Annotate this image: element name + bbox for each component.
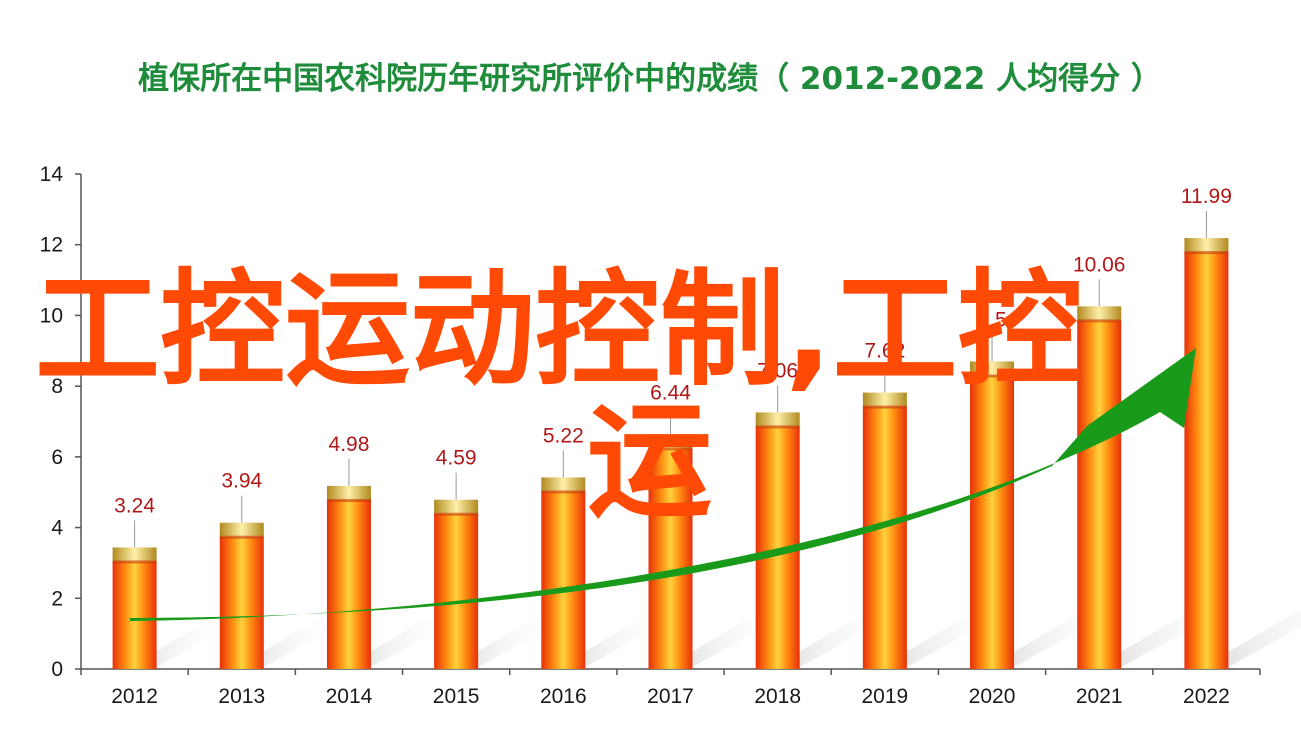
bar-cap-edge: [755, 425, 800, 429]
bar-cap: [1077, 306, 1122, 321]
x-tick-label: 2016: [540, 685, 587, 708]
x-tick-label: 2019: [862, 685, 909, 708]
bar-cap-edge: [648, 447, 693, 451]
chart-title: 植保所在中国农科院历年研究所评价中的成绩（ 2012-2022 人均得分 ）: [138, 61, 1162, 97]
bar: [326, 499, 371, 669]
y-tick-label: 2: [51, 587, 63, 610]
bar-cap: [219, 522, 264, 537]
y-axis-ticks: 0 2 4 6 8 10 12 14: [40, 163, 81, 681]
bar: [112, 561, 157, 669]
bar-cap: [434, 499, 479, 514]
bars: [112, 238, 1229, 669]
y-tick-label: 6: [51, 446, 63, 469]
bar-cap-edge: [434, 512, 479, 516]
data-labels: 3.24 3.94 4.98 4.59 5.22 6.44 7.06 7.62 8.5 10.06…: [114, 185, 1232, 548]
y-tick-label: 14: [40, 163, 64, 186]
y-tick-label: 10: [40, 304, 63, 327]
bar-cap-edge: [970, 374, 1015, 378]
bar-shadow: [666, 607, 783, 667]
x-tick-label: 2020: [969, 685, 1016, 708]
bar-cap: [648, 434, 693, 449]
data-label: 7.06: [757, 359, 798, 382]
overlay-text-line2: 运: [587, 390, 712, 535]
x-tick-label: 2013: [218, 685, 265, 708]
bar-cap-edge: [862, 405, 907, 409]
bar: [434, 513, 479, 669]
x-tick-label: 2017: [647, 685, 694, 708]
y-tick-label: 4: [51, 517, 63, 540]
bar-cap: [970, 361, 1015, 376]
bar-shadow: [559, 612, 666, 667]
data-label: 7.62: [864, 340, 905, 363]
bar-cap: [755, 412, 800, 427]
data-label: 4.98: [329, 433, 370, 456]
bar-cap: [326, 485, 371, 500]
x-tick-label: 2012: [111, 685, 158, 708]
bar-cap-edge: [112, 560, 157, 564]
data-label: 11.99: [1181, 185, 1232, 208]
bar: [1184, 252, 1229, 669]
bar: [648, 448, 693, 669]
overlay-text-line1: 工控运动控制,工控: [35, 258, 1083, 403]
bar: [1077, 320, 1122, 669]
x-tick-label: 2022: [1183, 685, 1230, 708]
x-tick-label: 2015: [433, 685, 480, 708]
y-tick-label: 12: [40, 234, 63, 257]
bar-cap: [862, 392, 907, 407]
bar-shadow: [1202, 609, 1301, 667]
bar-cap: [541, 477, 586, 492]
data-label: 6.44: [650, 381, 691, 404]
bar: [219, 536, 264, 669]
bar-cap: [1184, 238, 1229, 253]
y-tick-label: 0: [51, 658, 63, 681]
bar-cap-edge: [1184, 251, 1229, 255]
data-label: 10.06: [1073, 253, 1126, 276]
data-label: 4.59: [436, 447, 477, 470]
data-label: 5.22: [543, 424, 584, 447]
bar-cap-edge: [219, 535, 264, 539]
x-tick-label: 2018: [754, 685, 801, 708]
bar-cap: [112, 547, 157, 562]
bar: [970, 375, 1015, 669]
bar-cap-edge: [1077, 319, 1122, 323]
bar-shadows: [130, 591, 1301, 667]
x-tick-label: 2014: [326, 685, 373, 708]
data-label: 3.24: [114, 494, 155, 517]
y-tick-label: 8: [51, 375, 63, 398]
bar: [541, 491, 586, 669]
bar-cap-edge: [541, 490, 586, 494]
x-tick-label: 2021: [1076, 685, 1123, 708]
data-label: 3.94: [221, 470, 262, 493]
bar: [862, 406, 907, 669]
bar-shadow: [344, 613, 450, 667]
data-label: 8.5: [977, 308, 1006, 331]
x-axis-ticks: 2012 2013 2014 2015 2016 2017 2018 2019 2020 2021…: [80, 669, 1261, 708]
bar-cap-edge: [326, 498, 371, 502]
